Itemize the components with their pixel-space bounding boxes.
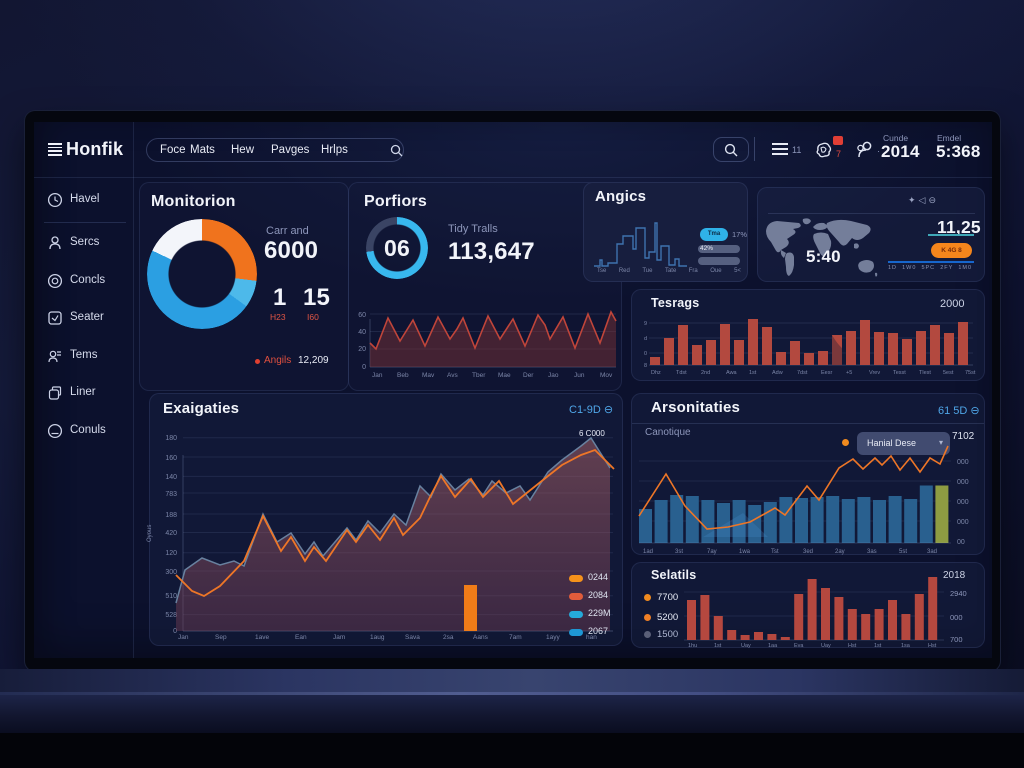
svg-text:Awa: Awa [726,370,738,376]
svg-text:2ay: 2ay [835,549,845,555]
svg-text:Mae: Mae [498,372,511,379]
svg-text:140: 140 [165,474,177,481]
svg-text:Eesr: Eesr [821,370,832,376]
svg-text:6 C000: 6 C000 [579,429,605,438]
svg-text:3as: 3as [867,549,877,555]
svg-text:120: 120 [165,550,177,557]
svg-text:0: 0 [362,364,366,371]
svg-text:Uay: Uay [741,643,751,648]
svg-text:1aug: 1aug [370,634,385,641]
svg-text:1ad: 1ad [643,549,653,555]
svg-text:Mov: Mov [600,372,613,379]
svg-text:1ave: 1ave [255,634,269,641]
svg-text:5est: 5est [943,370,954,376]
svg-text:000: 000 [950,613,963,622]
svg-text:180: 180 [165,435,177,442]
svg-text:160: 160 [165,455,177,462]
svg-text:40: 40 [358,329,366,336]
svg-text:3ad: 3ad [927,549,937,555]
svg-text:2nd: 2nd [701,370,710,376]
svg-text:00: 00 [957,539,965,546]
svg-text:Ean: Ean [295,634,307,641]
svg-text:1aa: 1aa [768,643,778,648]
svg-text:Jam: Jam [333,634,345,641]
svg-text:Jan: Jan [372,372,383,379]
svg-text:75st: 75st [965,370,976,376]
svg-text:700: 700 [950,635,963,644]
svg-text:7dst: 7dst [797,370,808,376]
svg-text:Mav: Mav [422,372,435,379]
svg-text:000: 000 [957,459,969,466]
svg-text:3ed: 3ed [803,549,813,555]
svg-text:0: 0 [644,351,647,357]
svg-text:Sep: Sep [215,634,227,641]
svg-text:783: 783 [165,491,177,498]
svg-text:000: 000 [957,519,969,526]
svg-text:0: 0 [173,628,177,635]
svg-text:000: 000 [957,499,969,506]
svg-text:Jao: Jao [548,372,559,379]
svg-text:Vrev: Vrev [869,370,880,376]
svg-text:Hst: Hst [848,643,857,648]
svg-text:1hu: 1hu [688,643,697,648]
svg-text:Sava: Sava [405,634,420,641]
svg-text:Dhz: Dhz [651,370,661,376]
svg-text:Eva: Eva [794,643,804,648]
svg-text:Tst: Tst [771,549,779,555]
svg-text:Jan: Jan [178,634,189,641]
svg-text:Uay: Uay [821,643,831,648]
svg-text:d: d [644,336,647,342]
svg-text:1st: 1st [714,643,722,648]
svg-text:7am: 7am [509,634,522,641]
svg-text:Tdst: Tdst [676,370,687,376]
svg-text:188: 188 [165,512,177,519]
svg-text:1st: 1st [749,370,757,376]
svg-text:3st: 3st [675,549,683,555]
svg-text:1ayy: 1ayy [546,634,560,641]
svg-text:8: 8 [644,363,647,369]
svg-text:han: han [586,634,597,641]
svg-text:Der: Der [523,372,534,379]
svg-text:20: 20 [358,346,366,353]
svg-text:Adw: Adw [772,370,783,376]
svg-text:420: 420 [165,530,177,537]
svg-text:300: 300 [165,569,177,576]
svg-text:Aans: Aans [473,634,489,641]
svg-text:Jun: Jun [574,372,585,379]
svg-text:7ay: 7ay [707,549,717,555]
svg-text:1wa: 1wa [739,549,751,555]
svg-text:1sa: 1sa [901,643,911,648]
svg-text:Beb: Beb [397,372,409,379]
svg-text:Tlest: Tlest [919,370,931,376]
svg-text:9: 9 [644,321,647,327]
svg-text:528: 528 [165,612,177,619]
svg-text:Hst: Hst [928,643,937,648]
svg-text:Avs: Avs [447,372,458,379]
svg-text:510: 510 [165,593,177,600]
svg-text:Tber: Tber [472,372,486,379]
svg-text:1st: 1st [874,643,882,648]
svg-text:+5: +5 [846,370,852,376]
svg-text:Tesst: Tesst [893,370,906,376]
svg-text:2sa: 2sa [443,634,454,641]
svg-text:000: 000 [957,479,969,486]
svg-text:2940: 2940 [950,589,967,598]
svg-text:60: 60 [358,312,366,319]
svg-text:5st: 5st [899,549,907,555]
